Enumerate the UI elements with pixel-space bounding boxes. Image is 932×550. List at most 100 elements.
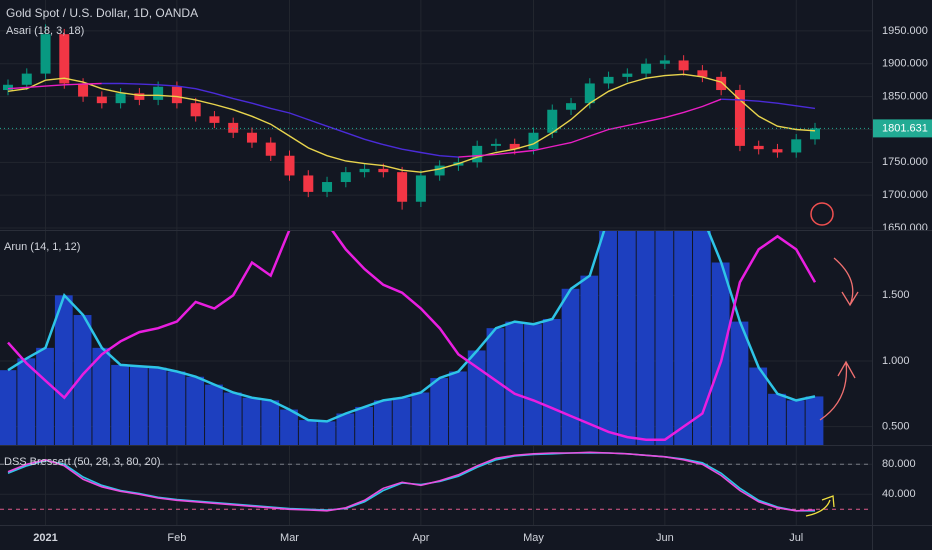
candle-body xyxy=(115,93,126,104)
candle-body xyxy=(584,83,595,104)
histogram-bar xyxy=(336,413,355,445)
candle-body xyxy=(566,103,577,110)
candle-body xyxy=(415,175,426,202)
y-tick-label: 1750.000 xyxy=(882,156,928,168)
candle-body xyxy=(284,155,295,176)
y-tick-label: 1.000 xyxy=(882,355,910,367)
x-tick-label: Apr xyxy=(412,532,429,544)
histogram-bar xyxy=(505,321,524,445)
histogram-bar xyxy=(373,400,392,445)
candle-body xyxy=(21,73,32,85)
histogram-bar xyxy=(223,392,242,445)
candle-body xyxy=(434,165,445,176)
candle-body xyxy=(322,182,333,192)
candle-body xyxy=(59,34,70,84)
histogram-bar xyxy=(280,409,298,445)
y-tick-label: 1700.000 xyxy=(882,189,928,201)
histogram-bar xyxy=(54,295,73,445)
histogram-bar xyxy=(111,364,129,445)
x-tick-label: Mar xyxy=(280,532,299,544)
candle-body xyxy=(810,128,820,140)
candle-body xyxy=(791,139,802,153)
histogram-bar xyxy=(580,275,599,445)
line xyxy=(7,73,816,173)
indicator-title: Arun (14, 1, 12) xyxy=(4,241,80,253)
candle-body xyxy=(171,86,182,104)
histogram-bar xyxy=(392,397,411,445)
x-tick-label: 2021 xyxy=(33,532,57,544)
candle-body xyxy=(228,122,239,133)
candle-body xyxy=(678,60,689,71)
y-tick-label: 1950.000 xyxy=(882,25,928,37)
histogram-bar xyxy=(467,350,486,445)
candle-body xyxy=(716,76,727,91)
candle-body xyxy=(3,84,13,91)
candle-body xyxy=(209,116,220,123)
histogram-bar xyxy=(129,366,148,445)
histogram-bar xyxy=(674,231,693,445)
event-badge xyxy=(810,202,834,226)
histogram-bar xyxy=(486,328,505,445)
candle-body xyxy=(303,175,314,192)
histogram-bar xyxy=(17,358,36,445)
histogram-bar xyxy=(636,231,655,445)
candle-body xyxy=(359,168,370,173)
candle-body xyxy=(134,93,145,100)
candle-body xyxy=(153,86,164,100)
candle-body xyxy=(378,168,389,173)
histogram-bar xyxy=(148,367,167,445)
candle-body xyxy=(246,132,257,143)
histogram-bar xyxy=(73,315,92,445)
y-tick-label: 0.500 xyxy=(882,421,910,433)
histogram-bar xyxy=(167,371,186,445)
histogram-bar xyxy=(449,371,467,445)
candle-body xyxy=(772,149,783,153)
histogram-bar xyxy=(0,370,17,445)
chart-title: Gold Spot / U.S. Dollar, 1D, OANDA xyxy=(6,6,198,20)
indicator-title: Asari (18, 3, 18) xyxy=(6,25,84,37)
candle-body xyxy=(265,142,276,156)
histogram-bar xyxy=(524,324,542,445)
histogram-bar xyxy=(261,400,280,445)
histogram-bar xyxy=(242,397,261,445)
y-tick-label: 1.500 xyxy=(882,289,910,301)
candle-body xyxy=(78,83,89,97)
drawing-arrow xyxy=(805,495,835,517)
histogram-bar xyxy=(617,231,636,445)
candle-body xyxy=(190,103,201,117)
histogram-bar xyxy=(786,400,805,445)
candle-body xyxy=(490,143,501,146)
histogram-bar xyxy=(92,347,111,445)
histogram-bar xyxy=(355,406,373,445)
line xyxy=(7,231,817,441)
histogram-bar xyxy=(805,396,824,445)
plot-area xyxy=(0,451,872,512)
candle-body xyxy=(622,73,633,77)
histogram-bar xyxy=(730,321,749,445)
y-tick-label: 1900.000 xyxy=(882,58,928,70)
candle-body xyxy=(697,70,708,77)
x-tick-label: May xyxy=(523,532,544,544)
line xyxy=(7,231,816,423)
y-tick-label: 80.000 xyxy=(882,458,916,470)
candle-body xyxy=(641,63,652,74)
histogram-bar xyxy=(655,231,674,445)
line xyxy=(7,451,816,512)
histogram-bar xyxy=(768,393,786,445)
line xyxy=(7,82,722,158)
histogram-bar xyxy=(542,318,561,445)
histogram-bar xyxy=(430,378,449,445)
candle-body xyxy=(603,76,614,84)
histogram-bar xyxy=(205,384,223,445)
candle-body xyxy=(509,143,520,150)
candle-body xyxy=(340,172,351,183)
histogram-bar xyxy=(186,376,205,445)
candle-body xyxy=(659,60,670,64)
candle-body xyxy=(96,96,107,104)
candle-body xyxy=(734,90,745,146)
histogram-bar xyxy=(599,231,617,445)
candle-body xyxy=(397,172,408,202)
y-tick-label: 1650.000 xyxy=(882,222,928,234)
drawing-arrow xyxy=(833,257,859,307)
